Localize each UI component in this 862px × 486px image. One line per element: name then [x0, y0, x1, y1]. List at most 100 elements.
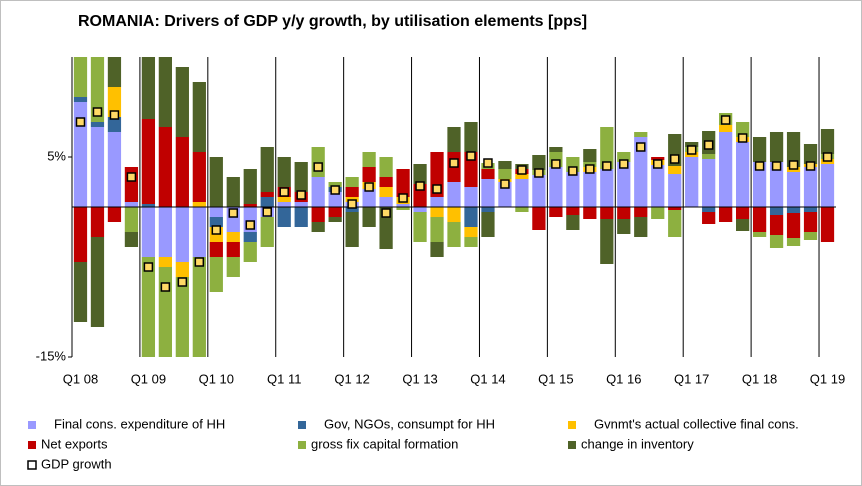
legend-label: gross fix capital formation: [311, 436, 458, 451]
bar-segment: [803, 207, 818, 212]
bar-segment: [769, 162, 784, 207]
plot-area: [73, 57, 835, 357]
bar-segment: [124, 207, 139, 232]
x-tick-label: Q1 15: [538, 371, 573, 386]
bar-segment: [464, 237, 478, 247]
gdp-marker: [822, 152, 833, 162]
gdp-marker: [228, 208, 239, 218]
bar-segment: [311, 222, 325, 232]
legend-swatch: [28, 441, 36, 449]
legend-label: Gov, NGOs, consumpt for HH: [324, 416, 495, 431]
bar-segment: [209, 207, 223, 217]
bar-segment: [752, 137, 767, 162]
bar-segment: [464, 207, 478, 227]
bar-segment: [515, 207, 529, 212]
bar-segment: [736, 207, 750, 219]
bar-segment: [328, 182, 342, 187]
bar-segment: [141, 257, 156, 357]
legend-label: GDP growth: [41, 456, 112, 471]
bar-segment: [345, 187, 359, 197]
overlay: -15% 5% Q1 08 Q1 09 Q1 10 Q1 11 Q1 12 Q1 13 Q1 1…: [27, 57, 845, 471]
bar-segment: [362, 152, 376, 167]
gdp-marker: [177, 277, 188, 287]
bar-segment: [379, 187, 393, 197]
bar-segment: [617, 162, 631, 207]
x-tick-label: Q1 08: [63, 371, 98, 386]
bar-segment: [515, 174, 529, 179]
gdp-marker: [483, 158, 493, 168]
bar-segment: [328, 192, 342, 207]
bar-segment: [175, 137, 189, 207]
bar-segment: [634, 137, 648, 207]
bar-segment: [294, 207, 308, 227]
x-tick-label: Q1 09: [131, 371, 166, 386]
bar-segment: [209, 217, 223, 227]
bar-segment: [226, 257, 240, 277]
bar-segment: [668, 210, 682, 237]
bar-segment: [752, 207, 767, 232]
bar-segment: [583, 172, 597, 207]
legend-swatch: [298, 441, 306, 449]
bar-segment: [685, 142, 699, 147]
x-tick-label: Q1 11: [267, 371, 301, 386]
bar-segment: [430, 197, 444, 207]
bar-segment: [209, 157, 223, 207]
bar-segment: [107, 132, 122, 207]
bar-segment: [226, 232, 240, 242]
bar-segment: [600, 219, 614, 264]
gdp-marker: [92, 107, 103, 117]
gdp-marker: [449, 158, 459, 168]
bar-segment: [413, 164, 427, 184]
gdp-marker: [754, 161, 765, 171]
bar-segment: [769, 215, 784, 235]
bar-segment: [158, 127, 172, 207]
bar-segment: [447, 222, 461, 247]
bar-segment: [769, 132, 784, 162]
bar-segment: [107, 87, 122, 117]
bar-segment: [820, 164, 835, 207]
gdp-marker: [330, 185, 340, 195]
legend-label: Final cons. expenditure of HH: [54, 416, 225, 431]
bar-segment: [617, 152, 631, 162]
bar-segment: [583, 207, 597, 219]
gdp-marker: [262, 207, 272, 217]
bar-segment: [786, 172, 801, 207]
bar-segment: [634, 207, 648, 217]
bar-segment: [107, 207, 122, 222]
bar-segment: [345, 212, 359, 247]
gdp-marker: [652, 159, 663, 169]
gdp-marker: [517, 165, 527, 175]
gdp-marker: [788, 160, 799, 170]
bar-segment: [260, 197, 274, 207]
bar-segment: [192, 207, 206, 257]
bar-segment: [447, 182, 461, 207]
gdp-marker: [109, 110, 120, 120]
bar-segment: [379, 197, 393, 207]
bar-segment: [820, 129, 835, 154]
bar-segment: [209, 257, 223, 292]
bar-segment: [515, 179, 529, 207]
bar-segment: [566, 172, 580, 207]
gdp-marker: [568, 166, 578, 176]
bar-segment: [430, 242, 444, 257]
bar-segment: [396, 169, 410, 197]
bar-segment: [803, 212, 818, 232]
gdp-marker: [194, 257, 205, 267]
bar-segment: [481, 179, 495, 207]
x-tick-label: Q1 18: [742, 371, 777, 386]
bar-segment: [481, 207, 495, 212]
gdp-marker: [686, 145, 697, 155]
gdp-marker: [347, 199, 357, 209]
bar-segment: [464, 122, 478, 152]
gdp-marker: [415, 181, 425, 191]
bar-segment: [532, 207, 546, 230]
bar-segment: [617, 207, 631, 219]
gdp-marker: [432, 184, 442, 194]
x-tick-label: Q1 19: [810, 371, 845, 386]
bar-segment: [736, 219, 750, 231]
gdp-marker: [364, 182, 374, 192]
bar-segment: [532, 155, 546, 170]
y-tick-label: 5%: [47, 148, 66, 163]
bar-segment: [175, 277, 189, 357]
bar-segment: [481, 169, 495, 179]
